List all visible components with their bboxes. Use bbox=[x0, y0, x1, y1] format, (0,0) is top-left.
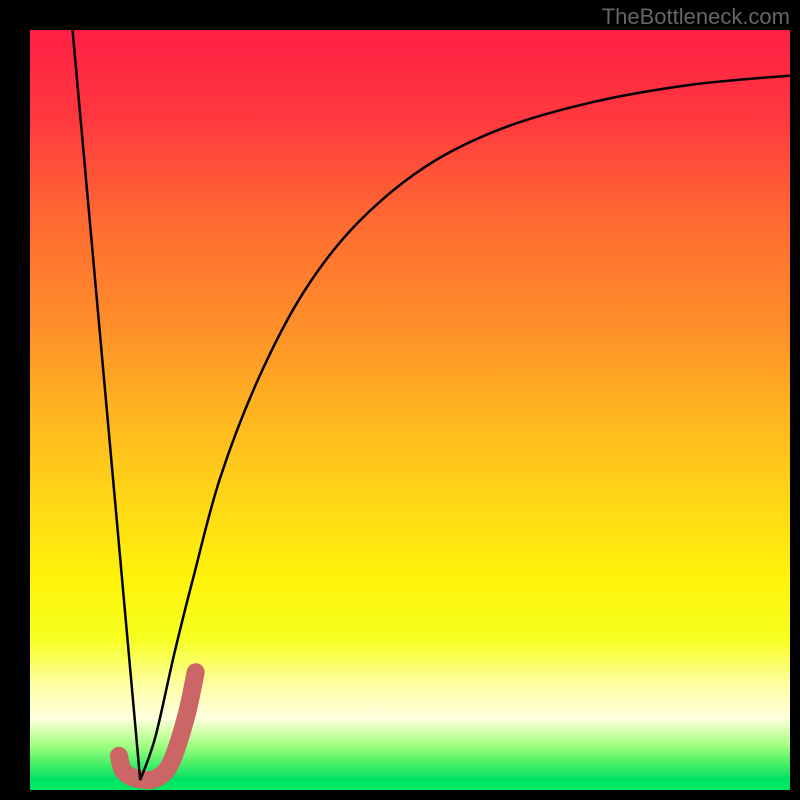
curve-layer bbox=[30, 30, 790, 790]
watermark-text: TheBottleneck.com bbox=[602, 4, 790, 30]
chart-frame: TheBottleneck.com bbox=[0, 0, 800, 800]
plot-area bbox=[30, 30, 790, 790]
curve-left-branch bbox=[73, 30, 141, 780]
curve-right-branch bbox=[140, 76, 790, 781]
